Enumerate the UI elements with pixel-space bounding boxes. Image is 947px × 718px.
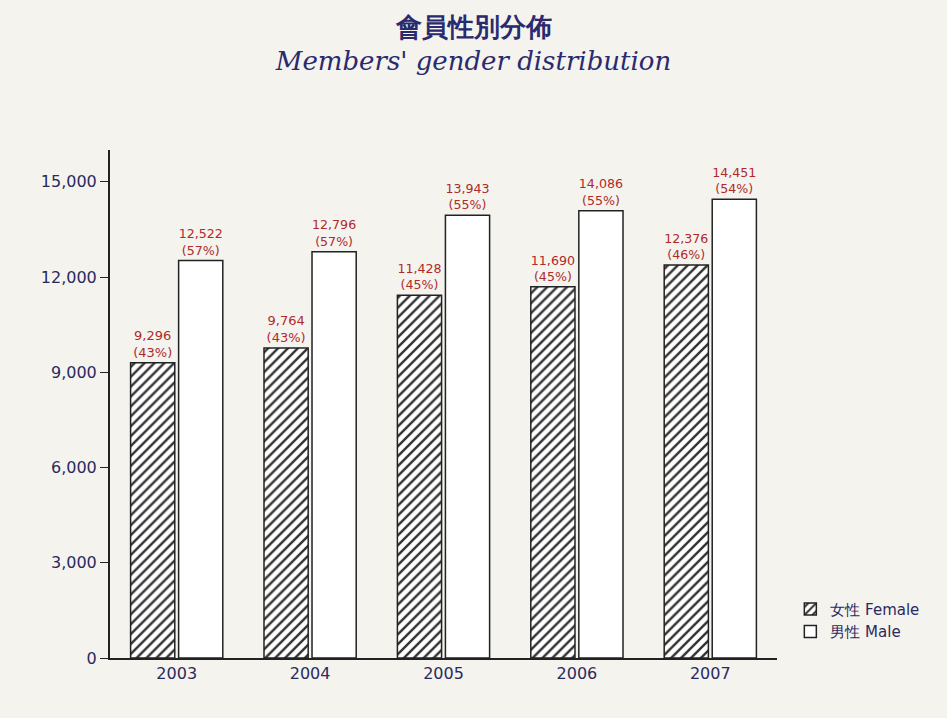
svg-text:11,428(45%): 11,428(45%) [397,261,441,292]
svg-text:12,376(46%): 12,376(46%) [664,231,708,262]
svg-text:13,943(55%): 13,943(55%) [445,181,489,212]
svg-text:11,690(45%): 11,690(45%) [531,253,575,284]
svg-text:2007: 2007 [690,664,731,683]
svg-text:2005: 2005 [423,664,464,683]
svg-text:9,764(43%): 9,764(43%) [267,313,306,345]
svg-text:男性 Male: 男性 Male [830,623,900,641]
svg-text:會員性別分佈Members' gender distribu: 會員性別分佈Members' gender distribution [275,12,671,76]
svg-text:14,451(54%): 14,451(54%) [712,165,756,196]
svg-text:2006: 2006 [557,664,598,683]
svg-text:6,000: 6,000 [51,458,97,477]
svg-text:女性 Female: 女性 Female [830,601,919,619]
svg-text:12,796(57%): 12,796(57%) [312,217,356,248]
svg-text:2004: 2004 [290,664,331,683]
svg-text:14,086(55%): 14,086(55%) [579,176,623,207]
svg-text:9,296(43%): 9,296(43%) [133,328,172,360]
svg-text:15,000: 15,000 [41,172,97,191]
svg-text:0: 0 [87,649,97,668]
svg-text:3,000: 3,000 [51,553,97,572]
svg-text:9,000: 9,000 [51,363,97,382]
svg-text:2003: 2003 [156,664,197,683]
svg-text:12,000: 12,000 [41,268,97,287]
svg-text:12,522(57%): 12,522(57%) [179,226,223,257]
